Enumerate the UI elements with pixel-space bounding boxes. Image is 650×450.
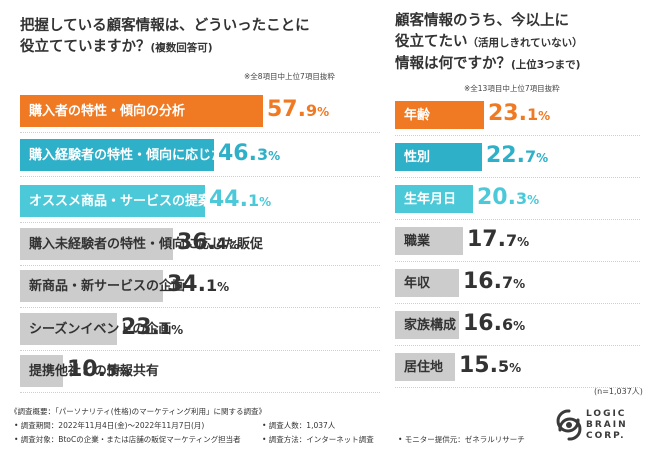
value-label: 23.1% bbox=[121, 315, 184, 340]
right-title-line3: 情報は何ですか？ bbox=[395, 56, 511, 72]
row-separator bbox=[395, 177, 640, 178]
value-label: 57.9% bbox=[267, 97, 330, 122]
bar-right-1: 性別 bbox=[395, 143, 482, 171]
bar-label: 生年月日 bbox=[404, 191, 457, 207]
value-label: 34.1% bbox=[167, 272, 230, 297]
row-separator bbox=[20, 222, 380, 223]
bar-left-5: シーズンイベントの企画 bbox=[20, 313, 171, 345]
bar-label: 年齢 bbox=[404, 107, 431, 123]
bar-label: 職業 bbox=[404, 233, 431, 249]
row-separator bbox=[20, 176, 380, 177]
value-label: 15.5% bbox=[459, 353, 522, 378]
logo-text: LOGIC BRAIN CORP. bbox=[586, 409, 628, 442]
bar-right-5: 家族構成 bbox=[395, 311, 459, 339]
bar-label: 提携他社との情報共有 bbox=[29, 363, 159, 379]
footer-count: • 調査人数：1,037人 bbox=[262, 421, 336, 430]
left-title-line2: 役立てていますか？ bbox=[20, 39, 151, 55]
footer-method: • 調査方法：インターネット調査 bbox=[262, 435, 374, 444]
value-label: 10.3% bbox=[67, 357, 130, 382]
row-separator bbox=[395, 303, 640, 304]
row-separator bbox=[395, 345, 640, 346]
logo-mark-icon bbox=[556, 409, 582, 441]
row-separator bbox=[395, 387, 640, 388]
value-label: 36.4% bbox=[177, 230, 240, 255]
footer-period: • 調査期間：2022年11月4日(金)～2022年11月7日(月) bbox=[14, 421, 205, 430]
left-note: ※全8項目中上位7項目抜粋 bbox=[244, 72, 335, 81]
bar-left-6: 提携他社との情報共有 bbox=[20, 355, 159, 387]
row-separator bbox=[20, 392, 380, 393]
value-label: 23.1% bbox=[488, 101, 551, 126]
row-separator bbox=[20, 265, 380, 266]
right-bar-chart: 年齢 23.1% 性別 22.7% 生年月日 20.3% 職業 17.7% 年収 16.7% 家族構… bbox=[395, 101, 640, 388]
footer-survey-title: 《調査概要：「パーソナリティ(性格)のマーケティング利用」に関する調査》 bbox=[10, 407, 267, 416]
bar-label: オススメ商品・サービスの提案 bbox=[29, 193, 212, 209]
bar-label: 購入者の特性・傾向の分析 bbox=[29, 103, 186, 119]
right-title-line3-suffix: (上位3つまで) bbox=[511, 59, 581, 71]
logo-line2: BRAIN bbox=[586, 420, 628, 430]
left-title-line1: 把握している顧客情報は、どういったことに bbox=[20, 18, 310, 34]
bar-left-1: 購入経験者の特性・傾向に応じた販促 bbox=[20, 139, 250, 171]
bar-right-0: 年齢 bbox=[395, 101, 484, 129]
right-chart-title: 顧客情報のうち、今以上に 役立てたい（活用しきれていない） 情報は何ですか？(上… bbox=[395, 11, 645, 76]
logo-line3: CORP. bbox=[586, 431, 626, 441]
row-separator bbox=[20, 350, 380, 351]
right-title-line2: 役立てたい bbox=[395, 34, 468, 50]
row-separator bbox=[395, 135, 640, 136]
bar-label: 購入未経験者の特性・傾向に応じた販促 bbox=[29, 236, 264, 252]
logo-line1: LOGIC bbox=[586, 409, 627, 419]
logic-brain-logo: LOGIC BRAIN CORP. bbox=[556, 406, 646, 446]
left-title-suffix: (複数回答可) bbox=[150, 42, 213, 54]
value-label: 16.7% bbox=[463, 269, 526, 294]
right-note: ※全13項目中上位7項目抜粋 bbox=[464, 84, 560, 93]
right-title-line2-suffix: （活用しきれていない） bbox=[467, 37, 583, 49]
bar-left-4: 新商品・新サービスの企画 bbox=[20, 270, 185, 302]
footer-target: • 調査対象：BtoCの企業・または店舗の販促マーケティング担当者 bbox=[14, 435, 241, 444]
row-separator bbox=[395, 219, 640, 220]
left-chart-title: 把握している顧客情報は、どういったことに 役立てていますか？(複数回答可) bbox=[20, 16, 380, 59]
row-separator bbox=[20, 132, 380, 133]
bar-left-0: 購入者の特性・傾向の分析 bbox=[20, 95, 263, 127]
bar-right-4: 年収 bbox=[395, 269, 459, 297]
bar-label: 性別 bbox=[404, 149, 431, 165]
left-bar-chart: 購入者の特性・傾向の分析 57.9% 購入経験者の特性・傾向に応じた販促 46.3% オ… bbox=[20, 95, 380, 393]
bar-label: 年収 bbox=[404, 275, 431, 291]
value-label: 16.6% bbox=[463, 311, 526, 336]
right-title-line1: 顧客情報のうち、今以上に bbox=[395, 13, 569, 29]
bar-right-6: 居住地 bbox=[395, 353, 455, 381]
bar-label: シーズンイベントの企画 bbox=[29, 321, 172, 337]
value-label: 44.1% bbox=[209, 187, 272, 212]
right-title-line3-wrap: 情報は何ですか？(上位3つまで) bbox=[395, 54, 645, 76]
bar-right-3: 職業 bbox=[395, 227, 463, 255]
bar-left-2: オススメ商品・サービスの提案 bbox=[20, 185, 211, 217]
value-label: 20.3% bbox=[477, 185, 540, 210]
value-label: 17.7% bbox=[467, 227, 530, 252]
row-separator bbox=[20, 307, 380, 308]
bar-right-2: 生年月日 bbox=[395, 185, 473, 213]
value-label: 22.7% bbox=[486, 143, 549, 168]
sample-size-note: (n=1,037人) bbox=[594, 387, 643, 396]
value-label: 46.3% bbox=[218, 141, 281, 166]
left-title-line2-wrap: 役立てていますか？(複数回答可) bbox=[20, 37, 380, 59]
bar-label: 新商品・新サービスの企画 bbox=[29, 278, 186, 294]
bar-label: 家族構成 bbox=[404, 317, 457, 333]
row-separator bbox=[395, 261, 640, 262]
bar-label: 購入経験者の特性・傾向に応じた販促 bbox=[29, 147, 251, 163]
bar-left-3: 購入未経験者の特性・傾向に応じた販促 bbox=[20, 228, 263, 260]
footer-provider: • モニター提供元：ゼネラルリサーチ bbox=[398, 435, 525, 444]
right-title-line2-wrap: 役立てたい（活用しきれていない） bbox=[395, 32, 645, 54]
bar-label: 居住地 bbox=[404, 359, 444, 375]
